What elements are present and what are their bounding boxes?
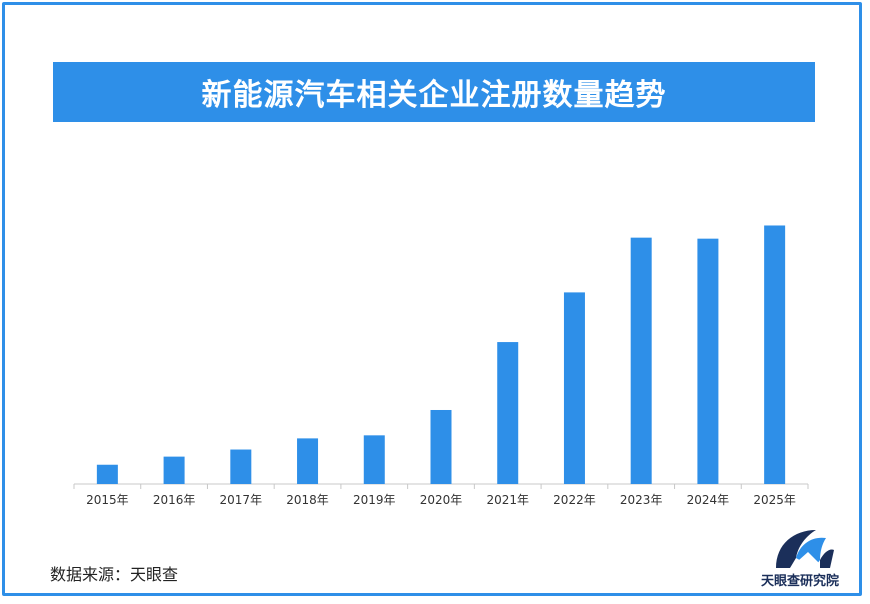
x-tick-label: 2023年 (620, 493, 663, 507)
x-tick-label: 2015年 (86, 493, 129, 507)
x-tick-label: 2025年 (753, 493, 796, 507)
bar-10 (764, 225, 786, 484)
x-tick-label: 2024年 (687, 493, 730, 507)
eye-logo-icon (776, 530, 834, 568)
bar-6 (497, 342, 519, 484)
x-tick-label: 2017年 (220, 493, 263, 507)
x-tick-label: 2021年 (486, 493, 529, 507)
x-tick-label: 2018年 (286, 493, 329, 507)
tianyancha-research-logo: 天眼查研究院 (750, 524, 850, 590)
chart-title: 新能源汽车相关企业注册数量趋势 (53, 62, 815, 122)
bar-4 (363, 435, 385, 484)
logo-text: 天眼查研究院 (760, 574, 839, 589)
bar-7 (563, 292, 585, 484)
bar-1 (163, 456, 185, 484)
x-tick-label: 2022年 (553, 493, 596, 507)
data-source: 数据来源：天眼查 (50, 565, 179, 584)
bar-0 (96, 464, 118, 484)
outer-frame (2, 2, 862, 596)
bar-3 (297, 438, 319, 484)
x-tick-label: 2016年 (153, 493, 196, 507)
bar-2 (230, 449, 252, 484)
bar-5 (430, 409, 452, 484)
bar-8 (630, 237, 652, 484)
x-tick-label: 2020年 (420, 493, 463, 507)
x-tick-label: 2019年 (353, 493, 396, 507)
bar-9 (697, 238, 719, 484)
